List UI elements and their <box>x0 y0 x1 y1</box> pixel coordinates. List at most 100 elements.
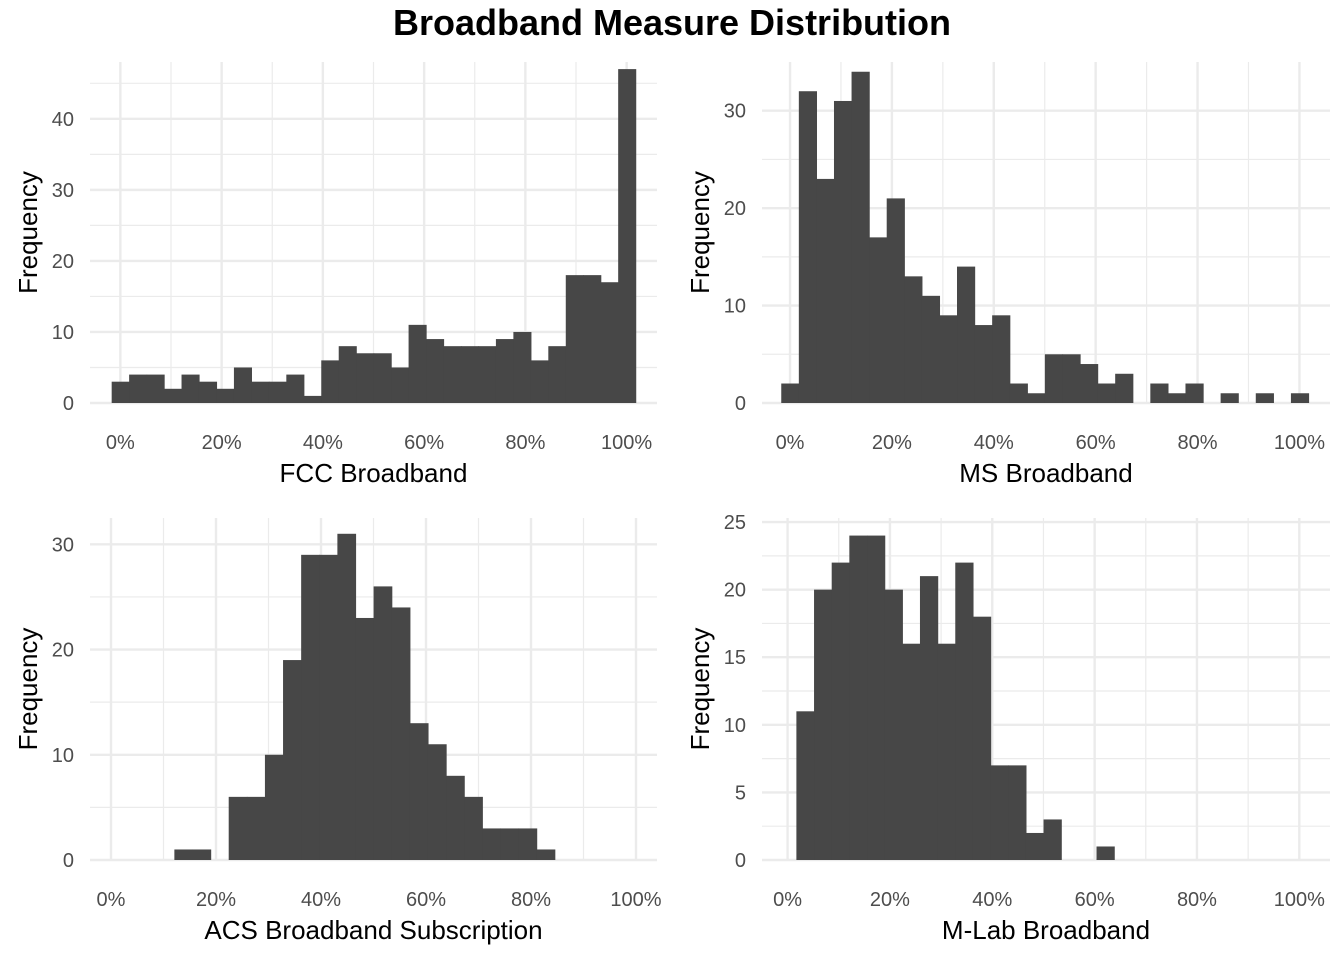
y-tick-label: 40 <box>52 109 74 131</box>
histogram-bar <box>129 374 148 403</box>
x-tick-label: 80% <box>1178 432 1218 454</box>
x-tick-label: 0% <box>106 432 135 454</box>
x-axis-title: M-Lab Broadband <box>942 915 1150 945</box>
histogram-bar <box>939 315 958 403</box>
histogram-bar <box>181 374 200 403</box>
y-tick-label: 0 <box>735 850 746 872</box>
x-tick-label: 100% <box>601 432 652 454</box>
histogram-bar <box>174 849 194 860</box>
histogram-bar <box>972 616 992 860</box>
histogram-bar <box>356 353 375 403</box>
histogram-bar <box>1044 354 1064 403</box>
histogram-bar <box>548 346 567 403</box>
histogram-bar <box>849 535 868 860</box>
histogram-bar <box>1008 765 1027 860</box>
histogram-bar <box>409 723 429 860</box>
histogram-bar <box>338 346 357 403</box>
panel-fcc-broadband: 0% 20% 40% 60% 80% 100% 0 10 20 30 40 FCC Broadband… <box>13 62 657 488</box>
histogram-bar <box>164 388 183 403</box>
histogram-bar <box>937 643 956 860</box>
x-tick-label: 40% <box>303 432 343 454</box>
histogram-bar <box>427 744 447 860</box>
histogram-bar <box>464 796 483 860</box>
x-axis-title: ACS Broadband Subscription <box>204 915 542 945</box>
histogram-bar <box>286 374 305 403</box>
x-tick-label: 40% <box>972 889 1012 911</box>
histogram-bar <box>904 276 923 403</box>
x-tick-label: 60% <box>1076 432 1116 454</box>
y-tick-label: 25 <box>724 512 746 534</box>
histogram-bar <box>796 711 815 860</box>
histogram-bar <box>1150 383 1169 403</box>
x-axis-title: FCC Broadband <box>280 458 468 488</box>
x-tick-label: 100% <box>1274 432 1325 454</box>
x-tick-label: 40% <box>974 432 1014 454</box>
histogram-bar <box>446 775 465 860</box>
histogram-bar <box>228 796 248 860</box>
y-tick-label: 20 <box>724 580 746 602</box>
histogram-bar <box>518 828 538 860</box>
histogram-bar <box>198 381 218 403</box>
histogram-bar <box>884 589 903 860</box>
y-tick-label: 20 <box>52 640 74 662</box>
histogram-bar <box>798 91 818 403</box>
x-tick-label: 0% <box>776 432 805 454</box>
histogram-bar <box>319 554 338 860</box>
histogram-bar <box>233 367 252 403</box>
y-tick-label: 30 <box>52 534 74 556</box>
y-axis-title: Frequency <box>685 628 715 751</box>
x-tick-label: 0% <box>773 889 802 911</box>
y-tick-label: 30 <box>52 180 74 202</box>
histogram-bar <box>1009 383 1028 403</box>
histogram-bar <box>337 533 357 860</box>
x-tick-label: 80% <box>1177 889 1217 911</box>
histogram-bar <box>268 381 287 403</box>
histogram-bar <box>460 346 480 403</box>
histogram-bar <box>600 282 619 403</box>
histogram-bar <box>1025 832 1045 860</box>
page-title: Broadband Measure Distribution <box>392 2 952 43</box>
x-tick-label: 60% <box>406 889 446 911</box>
y-tick-label: 0 <box>63 850 74 872</box>
panel-ms-broadband: 0% 20% 40% 60% 80% 100% 0 10 20 30 MS Broadband Fre… <box>685 62 1330 488</box>
histogram-bar <box>391 607 411 860</box>
histogram-bar <box>1115 373 1134 403</box>
histogram-bar <box>1027 393 1046 403</box>
histogram-bar <box>990 765 1009 860</box>
histogram-bar <box>303 395 322 403</box>
histogram-bar <box>957 266 976 403</box>
histogram-bar <box>482 828 501 860</box>
y-axis-title: Frequency <box>13 171 43 294</box>
histogram-bar <box>1255 393 1274 403</box>
histogram-bar <box>251 381 270 403</box>
histogram-bar <box>565 275 584 403</box>
histogram-bar <box>408 324 427 403</box>
histogram-bar <box>146 374 165 403</box>
histogram-bar <box>831 562 850 860</box>
panel-mlab-broadband: 0% 20% 40% 60% 80% 100% 0 5 10 15 20 25 M-Lab Broadb… <box>685 512 1330 945</box>
histogram-bar <box>921 295 941 403</box>
histogram-bar <box>391 367 410 403</box>
histogram-bar <box>1167 393 1187 403</box>
x-tick-label: 20% <box>196 889 236 911</box>
y-tick-label: 0 <box>63 393 74 415</box>
panel-acs-broadband-subscription: 0% 20% 40% 60% 80% 100% 0 10 20 30 ACS Broadband S… <box>13 518 662 945</box>
histogram-bar <box>500 828 520 860</box>
histogram-bar <box>478 346 497 403</box>
y-tick-label: 15 <box>724 647 746 669</box>
histogram-bar <box>373 586 393 860</box>
histogram-bar <box>216 388 235 403</box>
histogram-bar <box>1043 819 1062 860</box>
histogram-bar <box>530 360 549 403</box>
histogram-bar <box>373 353 392 403</box>
histogram-bar <box>264 754 284 860</box>
histogram-bar <box>1062 354 1081 403</box>
histogram-bar <box>902 643 921 860</box>
x-tick-label: 40% <box>301 889 341 911</box>
histogram-bar <box>192 849 212 860</box>
y-tick-label: 30 <box>724 101 746 123</box>
y-axis-title: Frequency <box>685 171 715 294</box>
y-tick-label: 5 <box>735 782 746 804</box>
y-tick-label: 20 <box>724 198 746 220</box>
x-tick-label: 60% <box>404 432 444 454</box>
